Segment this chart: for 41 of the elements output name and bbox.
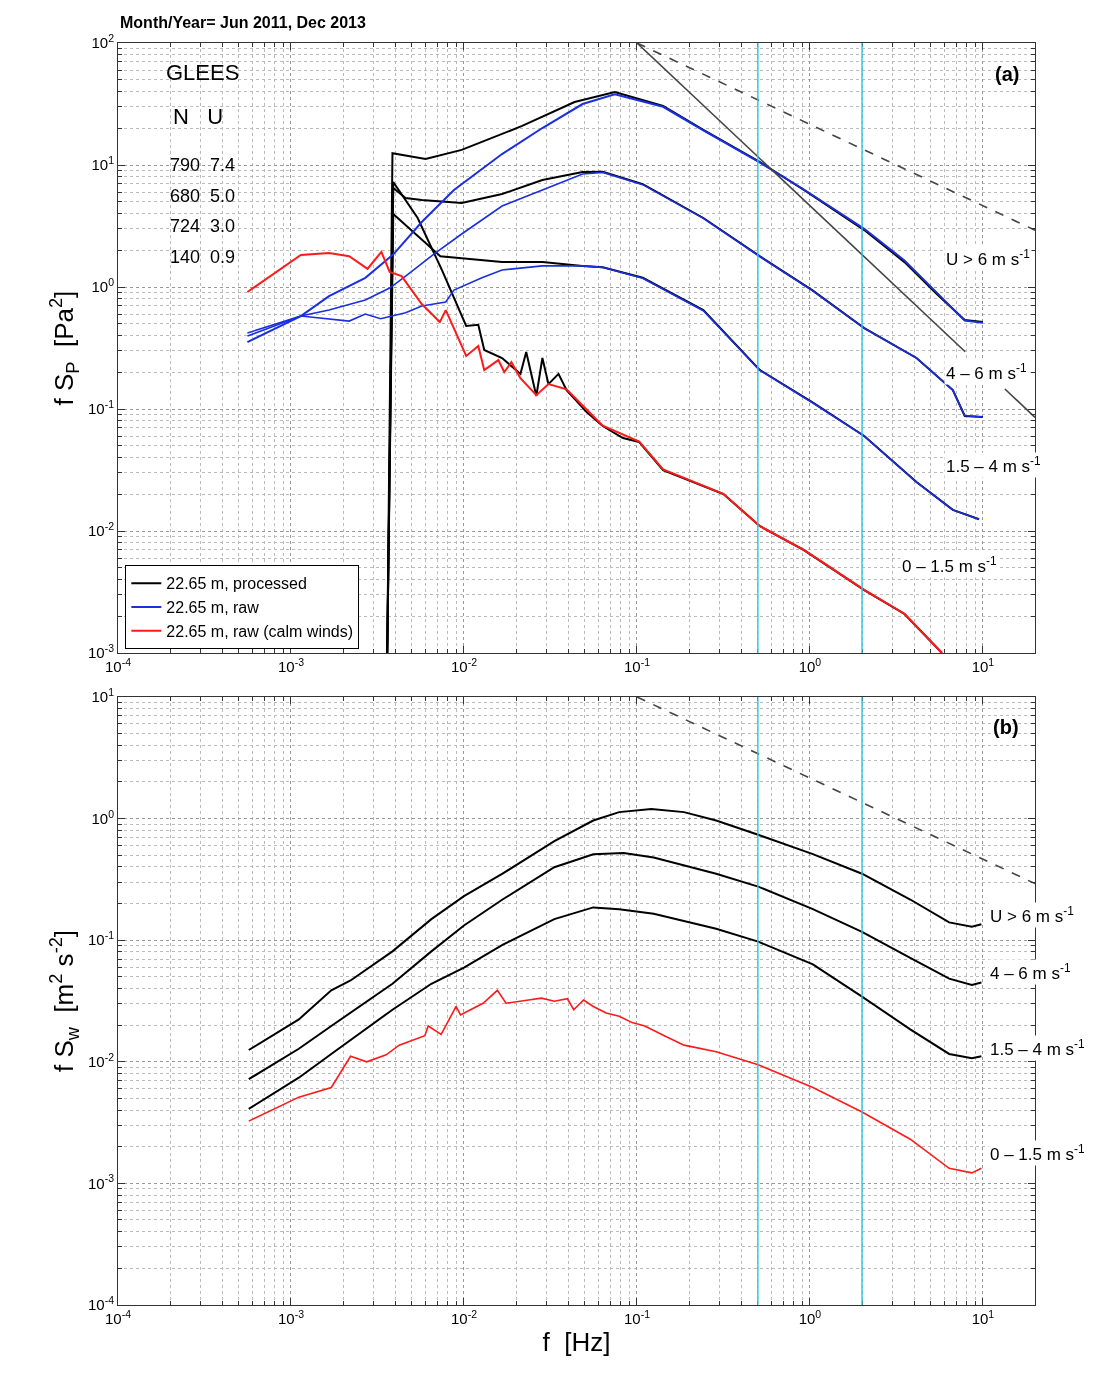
annotation: 4 – 6 m s$^{-1}$ bbox=[990, 961, 1071, 984]
x-tick-label: 10$^{-3}$ bbox=[277, 655, 305, 676]
y-tick-label: 10$^{0}$ bbox=[91, 807, 115, 827]
annotation: 0 – 1.5 m s$^{-1}$ bbox=[990, 1142, 1086, 1165]
x-tick-label: 10$^{1}$ bbox=[971, 1307, 995, 1327]
annotation: N U bbox=[173, 104, 224, 129]
x-tick-label: 10$^{-3}$ bbox=[277, 1307, 305, 1327]
x-axis-title: f [Hz] bbox=[542, 1326, 611, 1357]
x-tick-label: 10$^{-1}$ bbox=[623, 1307, 651, 1327]
y-tick-label: 10$^{1}$ bbox=[91, 685, 115, 706]
y-tick-label: 10$^{-1}$ bbox=[87, 397, 115, 418]
chart-title: Month/Year= Jun 2011, Dec 2013 bbox=[120, 14, 367, 31]
annotation: U > 6 m s$^{-1}$ bbox=[990, 904, 1075, 927]
annotation: 680 5.0 bbox=[170, 186, 236, 206]
legend-label: 22.65 m, processed bbox=[166, 575, 307, 593]
y-tick-label: 10$^{0}$ bbox=[91, 275, 115, 296]
x-tick-label: 10$^{-2}$ bbox=[450, 1307, 478, 1327]
annotation: U > 6 m s$^{-1}$ bbox=[946, 247, 1031, 270]
annotation: (a) bbox=[995, 63, 1020, 85]
annotation: 0 – 1.5 m s$^{-1}$ bbox=[902, 554, 998, 577]
y-tick-label: 10$^{-3}$ bbox=[87, 1172, 115, 1192]
legend-label: 22.65 m, raw (calm winds) bbox=[166, 623, 354, 640]
y-tick-label: 10$^{-1}$ bbox=[87, 929, 115, 949]
y-tick-label: 10$^{1}$ bbox=[91, 153, 115, 174]
annotation: (b) bbox=[993, 716, 1019, 738]
x-tick-label: 10$^{-2}$ bbox=[450, 655, 478, 676]
annotation: 1.5 – 4 m s$^{-1}$ bbox=[990, 1037, 1086, 1060]
x-tick-label: 10$^{-1}$ bbox=[623, 655, 651, 676]
annotation: 1.5 – 4 m s$^{-1}$ bbox=[946, 454, 1042, 477]
annotation: 790 7.4 bbox=[170, 155, 236, 175]
y-tick-label: 10$^{-2}$ bbox=[87, 1050, 115, 1071]
annotation: 140 0.9 bbox=[170, 247, 236, 267]
x-tick-label: 10$^{0}$ bbox=[798, 655, 822, 676]
annotation: 724 3.0 bbox=[170, 216, 236, 236]
legend-label: 22.65 m, raw bbox=[166, 599, 260, 617]
y-tick-label: 10$^{2}$ bbox=[91, 31, 115, 52]
annotation: 4 – 6 m s$^{-1}$ bbox=[946, 361, 1027, 384]
x-tick-label: 10$^{1}$ bbox=[971, 655, 995, 676]
annotation: GLEES bbox=[166, 60, 240, 85]
y-tick-label: 10$^{-2}$ bbox=[87, 519, 115, 540]
x-tick-label: 10$^{0}$ bbox=[798, 1307, 822, 1327]
